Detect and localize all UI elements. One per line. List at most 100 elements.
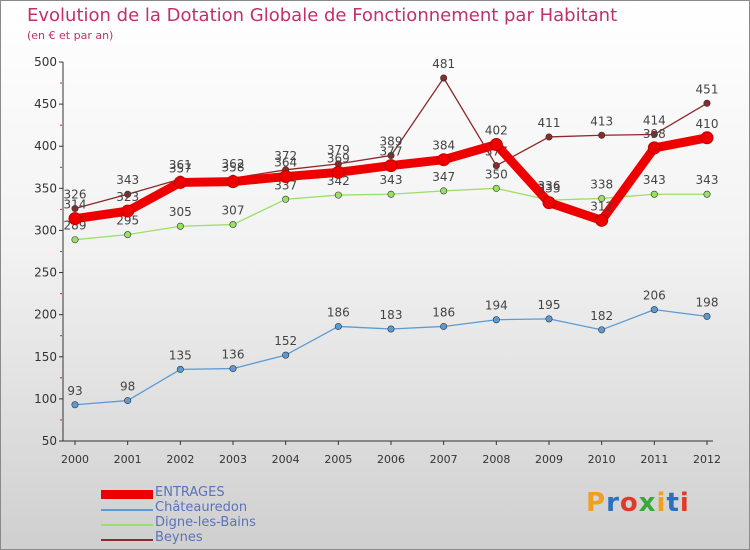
data-point [703,99,711,107]
data-label: 402 [485,124,508,138]
data-point [71,205,79,213]
data-point [700,131,714,145]
data-label: 342 [327,174,350,188]
data-label: 183 [380,308,403,322]
y-tick-label: 100 [34,392,57,406]
data-label: 414 [643,113,666,127]
data-point [387,151,395,159]
x-tick-label: 2011 [640,453,668,466]
data-label: 307 [222,204,245,218]
data-point [229,365,237,373]
data-label: 398 [643,127,666,141]
data-point [598,326,606,334]
data-label: 377 [380,145,403,159]
data-label: 384 [432,139,455,153]
data-label: 312 [590,199,613,213]
data-label: 347 [432,170,455,184]
y-tick-label: 150 [34,350,57,364]
data-point [176,222,184,230]
data-point [492,316,500,324]
data-point [650,306,658,314]
data-label: 372 [274,149,297,163]
data-point [124,397,132,405]
x-tick-label: 2007 [430,453,458,466]
data-label: 98 [120,380,135,394]
x-tick-label: 2002 [166,453,194,466]
data-label: 338 [590,177,613,191]
data-point [71,401,79,409]
data-label: 186 [327,305,350,319]
data-point [71,236,79,244]
data-label: 343 [116,173,139,187]
data-point [492,162,500,170]
data-point [176,365,184,373]
x-tick-label: 2009 [535,453,563,466]
data-point [173,175,187,189]
data-label: 337 [274,178,297,192]
x-tick-label: 2004 [272,453,300,466]
data-point [595,213,609,227]
data-label: 323 [116,190,139,204]
x-tick-label: 2008 [482,453,510,466]
data-point [489,138,503,152]
x-tick-label: 2003 [219,453,247,466]
data-point [650,190,658,198]
data-label: 326 [64,188,87,202]
data-point [542,196,556,210]
data-point [279,170,293,184]
data-label: 295 [116,214,139,228]
data-label: 314 [64,198,87,212]
x-tick-label: 2000 [61,453,89,466]
data-label: 343 [643,173,666,187]
data-point [229,221,237,229]
data-label: 336 [538,179,561,193]
data-label: 364 [274,156,297,170]
data-label: 194 [485,299,508,313]
data-label: 343 [380,173,403,187]
data-point [384,159,398,173]
proxiti-logo: Proxiti [586,488,690,518]
legend-swatch [101,539,153,541]
y-tick-label: 350 [34,181,57,195]
data-label: 135 [169,348,192,362]
data-label: 182 [590,309,613,323]
data-point [545,315,553,323]
y-tick-label: 500 [34,55,57,69]
data-label: 305 [169,205,192,219]
data-point [282,195,290,203]
data-label: 389 [380,134,403,148]
y-tick-label: 300 [34,223,57,237]
data-point [703,190,711,198]
data-point [440,187,448,195]
legend-label: Digne-les-Bains [155,515,256,530]
data-label: 410 [696,117,719,131]
data-label: 186 [432,305,455,319]
legend-swatch [101,524,153,526]
chart-title: Evolution de la Dotation Globale de Fonc… [27,5,618,26]
data-point [598,131,606,139]
data-point [440,322,448,330]
y-tick-label: 400 [34,139,57,153]
legend-label: ENTRAGES [155,485,225,500]
data-point [334,322,342,330]
x-tick-label: 2006 [377,453,405,466]
data-point [282,351,290,359]
chart-subtitle: (en € et par an) [27,29,114,42]
data-point [387,190,395,198]
data-label: 357 [169,161,192,175]
data-point [545,133,553,141]
y-tick-label: 200 [34,308,57,322]
data-label: 411 [538,116,561,130]
data-label: 379 [327,143,350,157]
data-label: 362 [222,157,245,171]
data-label: 136 [222,348,245,362]
data-point [703,312,711,320]
data-label: 195 [538,298,561,312]
x-tick-label: 2005 [324,453,352,466]
data-point [387,325,395,333]
data-label: 333 [538,182,561,196]
data-label: 198 [696,295,719,309]
data-label: 350 [485,167,508,181]
legend-swatch [101,509,153,511]
